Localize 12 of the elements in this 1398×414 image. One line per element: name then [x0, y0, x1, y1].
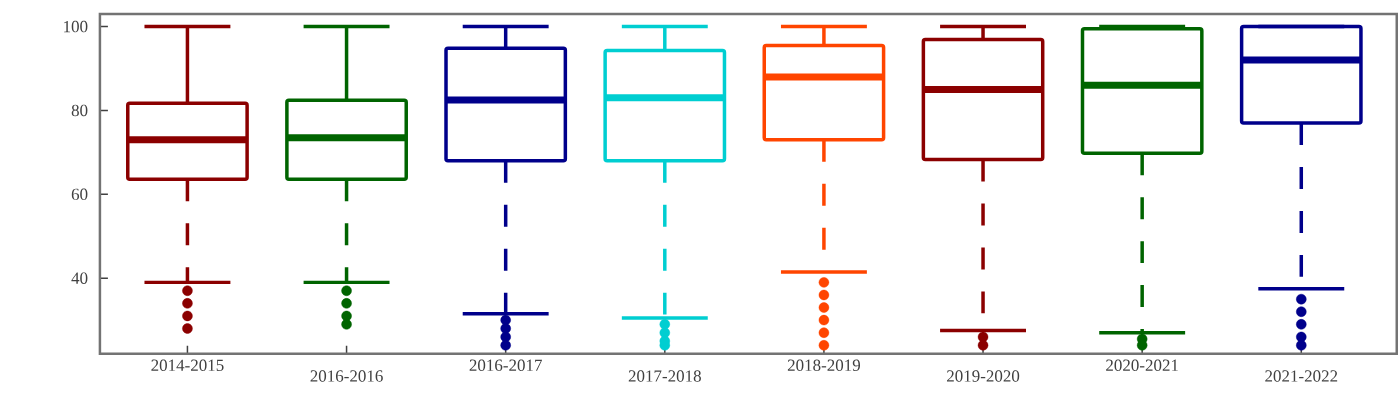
- x-tick-label: 2014-2015: [151, 359, 224, 372]
- x-tick-label: 2020-2021: [1106, 359, 1178, 372]
- y-tick-label: 100: [64, 21, 88, 33]
- x-tick-label: 2016-2017: [469, 359, 542, 372]
- y-tick-label: 80: [71, 104, 88, 117]
- x-tick-label: 2019-2020: [946, 370, 1020, 382]
- y-tick-label: 60: [71, 188, 88, 201]
- x-tick-label: 2018-2019: [787, 359, 861, 372]
- x-tick-label: 2017-2018: [628, 370, 701, 382]
- x-tick-label: 2016-2016: [310, 370, 383, 382]
- y-tick-label: 40: [71, 272, 88, 285]
- x-tick-label: 2021-2022: [1265, 370, 1338, 382]
